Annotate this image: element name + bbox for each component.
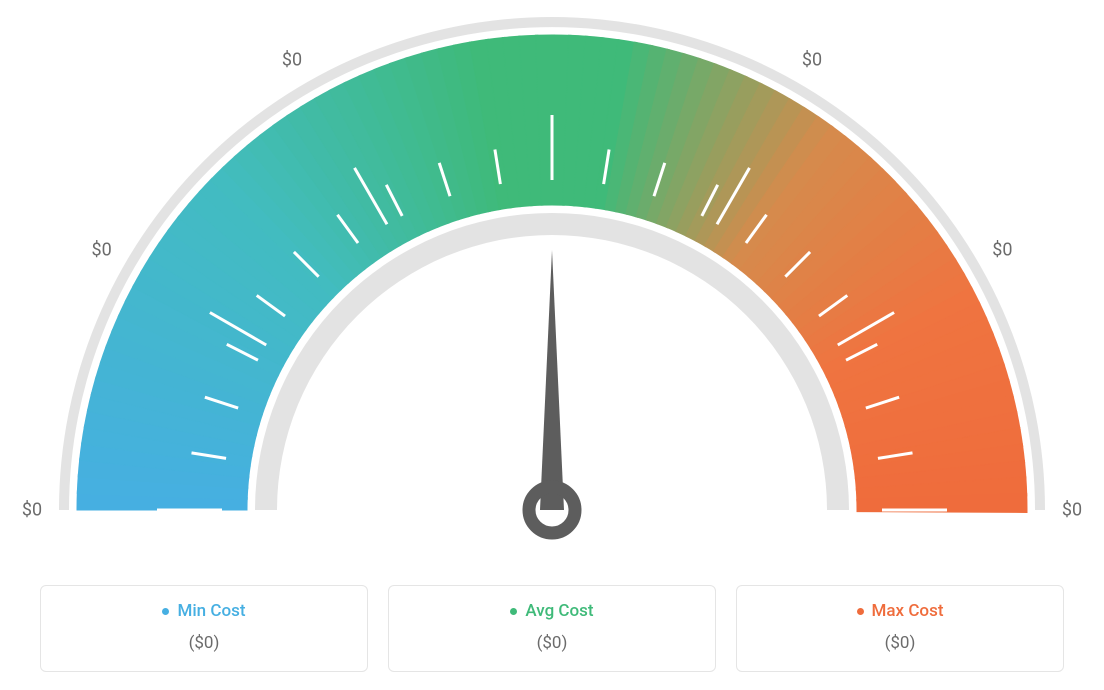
legend-card-max: Max Cost ($0) [736, 585, 1064, 673]
legend-dot-min [162, 608, 169, 615]
legend-label-avg: Avg Cost [525, 601, 593, 621]
legend-title-max: Max Cost [857, 601, 944, 621]
legend-card-avg: Avg Cost ($0) [388, 585, 716, 673]
legend-dot-avg [510, 608, 517, 615]
gauge-scale-label: $0 [802, 49, 822, 70]
gauge-chart: $0 $0 $0 $0 $0 $0 $0 [0, 0, 1104, 560]
legend-value-min: ($0) [51, 633, 357, 653]
legend-card-min: Min Cost ($0) [40, 585, 368, 673]
legend-label-min: Min Cost [177, 601, 245, 621]
gauge-scale-label: $0 [542, 0, 562, 1]
legend-dot-max [857, 608, 864, 615]
gauge-scale-label: $0 [22, 500, 42, 521]
legend-value-max: ($0) [747, 633, 1053, 653]
gauge-svg [0, 0, 1104, 560]
legend-value-avg: ($0) [399, 633, 705, 653]
gauge-scale-label: $0 [1062, 500, 1082, 521]
gauge-scale-label: $0 [992, 240, 1012, 261]
gauge-scale-label: $0 [92, 240, 112, 261]
legend-title-min: Min Cost [162, 601, 245, 621]
legend: Min Cost ($0) Avg Cost ($0) Max Cost ($0… [40, 585, 1064, 673]
legend-label-max: Max Cost [872, 601, 944, 621]
gauge-scale-label: $0 [282, 49, 302, 70]
legend-title-avg: Avg Cost [510, 601, 593, 621]
